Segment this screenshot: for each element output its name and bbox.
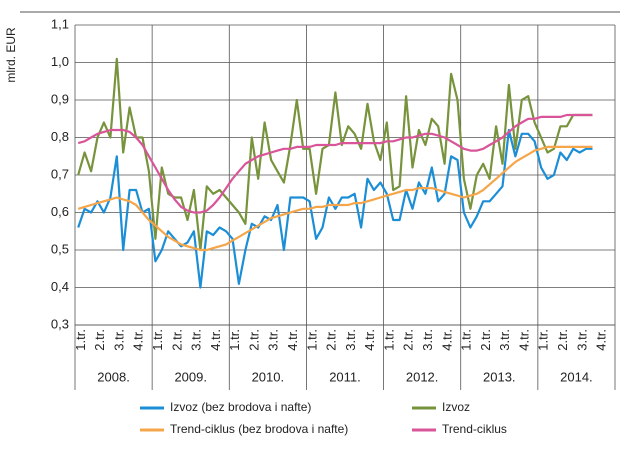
quarter-label: 3.tr. (497, 329, 512, 351)
quarter-label: 4.tr. (131, 329, 146, 351)
year-label: 2009. (174, 369, 207, 384)
quarter-label: 1.tr. (381, 329, 396, 351)
quarter-label: 2.tr. (401, 329, 416, 351)
y-tick-label: 0,3 (51, 316, 69, 331)
legend-label: Trend-ciklus (bez brodova i nafte) (170, 422, 348, 436)
quarter-label: 2.tr. (555, 329, 570, 351)
y-tick-label: 0,4 (51, 279, 69, 294)
quarter-label: 4.tr. (439, 329, 454, 351)
quarter-label: 4.tr. (208, 329, 223, 351)
quarter-label: 3.tr. (420, 329, 435, 351)
quarter-label: 2.tr. (478, 329, 493, 351)
quarter-label: 2.tr. (169, 329, 184, 351)
series-line (77, 113, 593, 214)
y-axis-label: mlrd. EUR (4, 27, 18, 83)
y-tick-label: 0,8 (51, 129, 69, 144)
series-line (77, 145, 593, 252)
legend-label: Izvoz (442, 400, 470, 414)
quarter-label: 1.tr. (536, 329, 551, 351)
quarter-label: 2.tr. (92, 329, 107, 351)
series-line (77, 57, 593, 252)
year-label: 2010. (252, 369, 285, 384)
y-tick-label: 0,9 (51, 91, 69, 106)
y-tick-label: 0,7 (51, 166, 69, 181)
quarter-label: 1.tr. (459, 329, 474, 351)
y-tick-label: 0,6 (51, 204, 69, 219)
quarter-label: 1.tr. (73, 329, 88, 351)
year-label: 2008. (97, 369, 130, 384)
legend-label: Trend-ciklus (442, 422, 507, 436)
y-tick-label: 1,1 (51, 16, 69, 31)
quarter-label: 4.tr. (285, 329, 300, 351)
quarter-label: 4.tr. (362, 329, 377, 351)
quarter-label: 1.tr. (227, 329, 242, 351)
quarter-label: 2.tr. (246, 329, 261, 351)
year-label: 2011. (329, 369, 361, 384)
quarter-label: 3.tr. (574, 329, 589, 351)
quarter-label: 3.tr. (343, 329, 358, 351)
quarter-label: 2.tr. (324, 329, 339, 351)
quarter-label: 3.tr. (111, 329, 126, 351)
quarter-label: 4.tr. (594, 329, 609, 351)
quarter-label: 3.tr. (266, 329, 281, 351)
y-tick-label: 0,5 (51, 241, 69, 256)
quarter-label: 1.tr. (150, 329, 165, 351)
legend-label: Izvoz (bez brodova i nafte) (170, 400, 311, 414)
quarter-label: 1.tr. (304, 329, 319, 351)
year-label: 2014. (560, 369, 593, 384)
quarter-label: 3.tr. (189, 329, 204, 351)
year-label: 2012. (406, 369, 439, 384)
year-label: 2013. (483, 369, 516, 384)
quarter-label: 4.tr. (516, 329, 531, 351)
y-tick-label: 1,0 (51, 54, 69, 69)
series-line (77, 128, 593, 289)
